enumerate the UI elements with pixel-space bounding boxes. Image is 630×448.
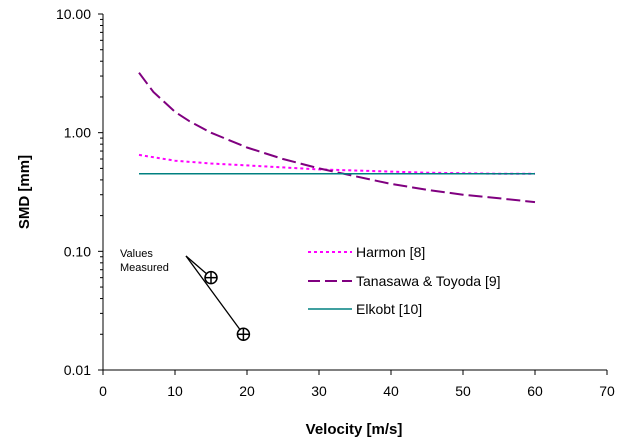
x-tick-label-0: 0: [99, 383, 107, 399]
y-tick-label-2: 1.00: [64, 125, 91, 141]
series-layer: [138, 72, 536, 204]
series-line-1: [138, 72, 536, 204]
y-tick-label-3: 10.00: [56, 6, 91, 22]
legend: Harmon [8] Tanasawa & Toyoda [9] Elkobt …: [308, 244, 501, 317]
y-tick-label-0: 0.01: [64, 362, 91, 378]
y-axis-title: SMD [mm]: [16, 155, 33, 229]
x-axis-title: Velocity [m/s]: [306, 421, 403, 438]
x-tick-label-6: 60: [527, 383, 543, 399]
measured-point-0: [204, 270, 218, 285]
plot-axes: 0.01 0.10 1.00 10.00 0 10 20 30 40 50 60 70: [56, 6, 615, 399]
x-tick-label-7: 70: [599, 383, 615, 399]
x-tick-label-4: 40: [383, 383, 399, 399]
x-tick-label-2: 20: [239, 383, 255, 399]
x-tick-label-1: 10: [167, 383, 183, 399]
annotation-label-line1: Values: [120, 248, 153, 260]
measured-point-1: [236, 327, 251, 342]
annotation-layer: Values Measured: [120, 248, 169, 274]
series-line-0: [138, 153, 535, 175]
legend-label-tanasawa: Tanasawa & Toyoda [9]: [356, 273, 501, 289]
legend-label-harmon: Harmon [8]: [356, 244, 425, 260]
y-tick-label-1: 0.10: [64, 243, 91, 259]
annotation-label-line2: Measured: [120, 262, 169, 274]
measured-points-layer: [185, 255, 251, 342]
annotation-leader-line-1: [185, 255, 244, 335]
x-tick-label-3: 30: [311, 383, 327, 399]
x-tick-label-5: 50: [455, 383, 471, 399]
legend-label-elkobt: Elkobt [10]: [356, 301, 422, 317]
